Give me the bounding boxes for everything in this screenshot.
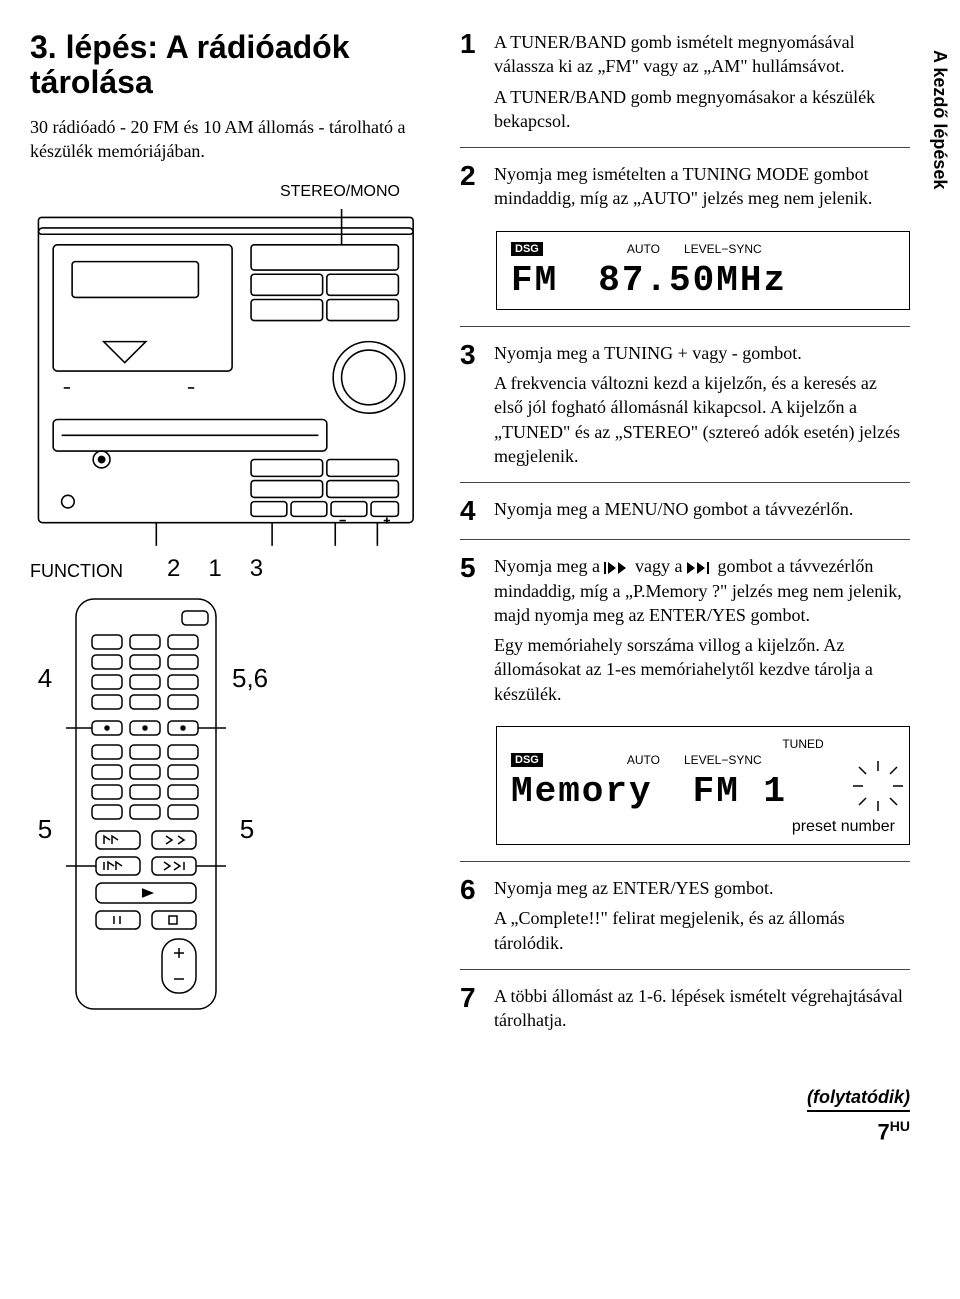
page-footer: (folytatódik) 7HU [460,1087,910,1145]
step-5-p2: Egy memóriahely sorszáma villog a kijelz… [494,633,910,706]
next-track-icon [687,556,713,576]
prev-track-icon [604,556,630,576]
remote-callout-56: 5,6 [232,663,262,694]
stereo-device-diagram [30,209,430,546]
page-title: 3. lépés: A rádióadók tárolása [30,30,430,100]
remote-control-diagram [66,595,226,1015]
label-stereo-mono: STEREO/MONO [30,183,430,201]
step-num-2: 2 [460,162,494,190]
step-2: 2 Nyomja meg ismételten a TUNING MODE go… [460,162,910,215]
flash-indicator-icon [853,761,903,811]
step-num-4: 4 [460,497,494,525]
page-number: 7 [878,1119,890,1144]
remote-callout-5: 5 [30,814,60,845]
lcd2-tuned: TUNED [511,737,895,751]
lcd1-auto: AUTO [627,242,660,256]
lcd1-dsg-chip: DSG [511,242,543,256]
continued-label: (folytatódik) [807,1087,910,1112]
step-2-p1: Nyomja meg ismételten a TUNING MODE gomb… [494,162,910,211]
step-5-p1: Nyomja meg a vagy a gombot a távvezérlőn… [494,554,910,627]
step-3: 3 Nyomja meg a TUNING + vagy - gombot. A… [460,341,910,483]
step-num-3: 3 [460,341,494,369]
step-6: 6 Nyomja meg az ENTER/YES gombot. A „Com… [460,876,910,970]
step-1-p2: A TUNER/BAND gomb megnyomásakor a készül… [494,85,910,134]
lcd2-auto: AUTO [627,753,660,767]
remote-right-callouts: 5,6 5 [232,595,262,885]
label-function: FUNCTION [30,555,123,583]
page-suffix: HU [890,1118,910,1134]
step-7-p1: A többi állomást az 1-6. lépések ismétel… [494,984,910,1033]
lcd1-levelsync: LEVEL−SYNC [684,242,762,256]
step-6-p1: Nyomja meg az ENTER/YES gombot. [494,876,910,900]
remote-diagram-block: 4 5 [30,595,430,1015]
callout-2: 2 [167,555,180,583]
step-num-5: 5 [460,554,494,582]
side-tab: A kezdő lépések [929,50,950,189]
step-4: 4 Nyomja meg a MENU/NO gombot a távvezér… [460,497,910,540]
lcd-display-fm: DSG AUTO LEVEL−SYNC FM 87.50MHz [496,231,910,310]
remote-left-callouts: 4 5 [30,595,60,885]
lcd-display-memory: TUNED DSG AUTO LEVEL−SYNC Memory FM 1 pr… [496,726,910,845]
callout-3: 3 [250,555,263,583]
step-1-p1: A TUNER/BAND gomb ismételt megnyomásával… [494,30,910,79]
lcd2-dsg-chip: DSG [511,753,543,767]
step-num-1: 1 [460,30,494,58]
step-6-p2: A „Complete!!" felirat megjelenik, és az… [494,906,910,955]
step-num-6: 6 [460,876,494,904]
lcd2-left: Memory [511,771,653,812]
lcd2-preset-label: preset number [511,818,895,836]
intro-text: 30 rádióadó - 20 FM és 10 AM állomás - t… [30,116,430,163]
remote-callout-4: 4 [30,663,60,694]
step-num-7: 7 [460,984,494,1012]
remote-callout-5b: 5 [232,814,262,845]
step-5: 5 Nyomja meg a vagy a gombot a távvezérl… [460,554,910,710]
lcd1-band: FM [511,260,558,301]
device-callout-row: FUNCTION 2 1 3 [30,555,430,583]
lcd2-levelsync: LEVEL−SYNC [684,753,762,767]
lcd2-right: FM 1 [693,771,787,812]
lcd1-freq: 87.50MHz [598,260,787,301]
step-7: 7 A többi állomást az 1-6. lépések ismét… [460,984,910,1047]
callout-1: 1 [208,555,221,583]
step-3-p1: Nyomja meg a TUNING + vagy - gombot. [494,341,910,365]
step-3-p2: A frekvencia változni kezd a kijelzőn, é… [494,371,910,468]
step-4-p1: Nyomja meg a MENU/NO gombot a távvezérlő… [494,497,853,521]
step-1: 1 A TUNER/BAND gomb ismételt megnyomásáv… [460,30,910,148]
